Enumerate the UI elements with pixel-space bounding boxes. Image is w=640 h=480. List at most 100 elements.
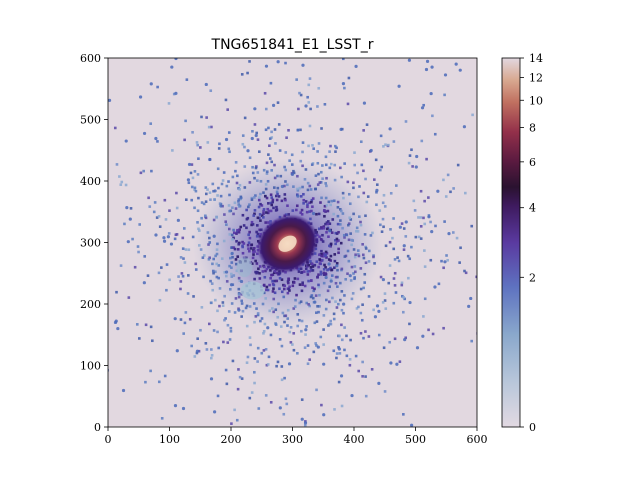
sky-pixel	[553, 357, 556, 360]
sky-pixel	[265, 170, 269, 173]
sky-pixel	[286, 183, 289, 187]
sky-pixel	[379, 134, 383, 138]
sky-pixel	[264, 194, 267, 198]
sky-pixel	[268, 137, 272, 140]
sky-pixel	[250, 391, 254, 394]
sky-pixel	[326, 289, 330, 293]
sky-pixel	[196, 337, 199, 340]
sky-pixel	[422, 103, 425, 107]
sky-pixel	[323, 214, 326, 218]
sky-pixel	[277, 302, 280, 306]
sky-pixel	[324, 307, 328, 311]
sky-pixel	[322, 268, 326, 271]
sky-pixel	[423, 222, 427, 226]
sky-pixel	[486, 128, 489, 131]
sky-pixel	[422, 315, 425, 318]
sky-pixel	[215, 248, 219, 251]
sky-pixel	[326, 220, 330, 223]
sky-pixel	[256, 360, 259, 363]
sky-pixel	[174, 233, 178, 237]
sky-pixel	[233, 408, 236, 412]
sky-pixel	[338, 334, 341, 338]
sky-pixel	[241, 142, 245, 146]
sky-pixel	[275, 205, 278, 209]
sky-pixel	[387, 143, 390, 147]
sky-pixel	[284, 168, 288, 172]
sky-pixel	[327, 268, 331, 271]
sky-pixel	[251, 223, 255, 226]
sky-pixel	[217, 186, 220, 190]
sky-pixel	[218, 287, 222, 290]
sky-pixel	[104, 336, 107, 339]
sky-pixel	[388, 264, 392, 267]
sky-pixel	[309, 266, 313, 269]
sky-pixel	[350, 265, 354, 269]
sky-pixel	[523, 266, 526, 269]
sky-pixel	[289, 326, 293, 329]
sky-pixel	[265, 267, 269, 271]
sky-pixel	[348, 363, 352, 367]
sky-pixel	[334, 281, 338, 285]
colorbar-tick-label: 10	[529, 94, 543, 107]
sky-pixel	[278, 338, 282, 341]
sky-pixel	[294, 298, 297, 302]
sky-pixel	[262, 349, 266, 352]
sky-pixel	[300, 289, 304, 293]
sky-pixel	[447, 232, 451, 236]
sky-pixel	[216, 194, 219, 197]
sky-pixel	[269, 193, 273, 197]
sky-pixel	[143, 255, 147, 258]
sky-pixel	[252, 253, 255, 256]
sky-pixel	[197, 349, 201, 353]
sky-pixel	[212, 218, 216, 222]
sky-pixel	[280, 184, 285, 189]
sky-pixel	[165, 288, 168, 292]
sky-pixel	[296, 277, 300, 281]
sky-pixel	[352, 212, 355, 216]
sky-pixel	[319, 238, 323, 241]
sky-pixel	[311, 269, 315, 272]
sky-pixel	[235, 239, 238, 243]
sky-pixel	[254, 133, 258, 138]
sky-pixel	[338, 207, 342, 211]
sky-pixel	[179, 280, 183, 283]
sky-pixel	[253, 320, 256, 324]
sky-pixel	[345, 354, 349, 358]
sky-pixel	[241, 309, 245, 313]
sky-pixel	[232, 231, 236, 235]
sky-pixel	[372, 255, 375, 259]
sky-pixel	[330, 274, 334, 277]
sky-pixel	[224, 220, 228, 223]
sky-pixel	[379, 275, 383, 279]
sky-pixel	[364, 375, 367, 378]
sky-pixel	[282, 283, 285, 287]
sky-pixel	[354, 64, 358, 68]
sky-pixel	[314, 187, 317, 191]
sky-pixel	[251, 129, 254, 133]
sky-pixel	[471, 113, 474, 117]
sky-pixel	[317, 227, 321, 231]
sky-pixel	[455, 236, 459, 240]
sky-pixel	[289, 341, 293, 344]
sky-pixel	[157, 215, 161, 218]
sky-pixel	[269, 269, 272, 272]
sky-pixel	[201, 256, 205, 259]
sky-pixel	[272, 206, 275, 210]
sky-pixel	[298, 91, 301, 95]
sky-pixel	[306, 205, 309, 209]
sky-pixel	[362, 101, 367, 105]
sky-pixel	[318, 305, 321, 308]
sky-pixel	[237, 276, 241, 280]
sky-pixel	[255, 235, 259, 238]
sky-pixel	[305, 301, 309, 305]
sky-pixel	[212, 257, 215, 261]
sky-pixel	[237, 230, 241, 234]
sky-pixel	[265, 161, 269, 165]
sky-pixel	[327, 324, 330, 327]
sky-pixel	[265, 285, 269, 289]
sky-pixel	[160, 416, 164, 420]
sky-pixel	[456, 163, 460, 167]
sky-pixel	[446, 258, 449, 262]
sky-pixel	[246, 355, 250, 359]
sky-pixel	[393, 271, 397, 275]
